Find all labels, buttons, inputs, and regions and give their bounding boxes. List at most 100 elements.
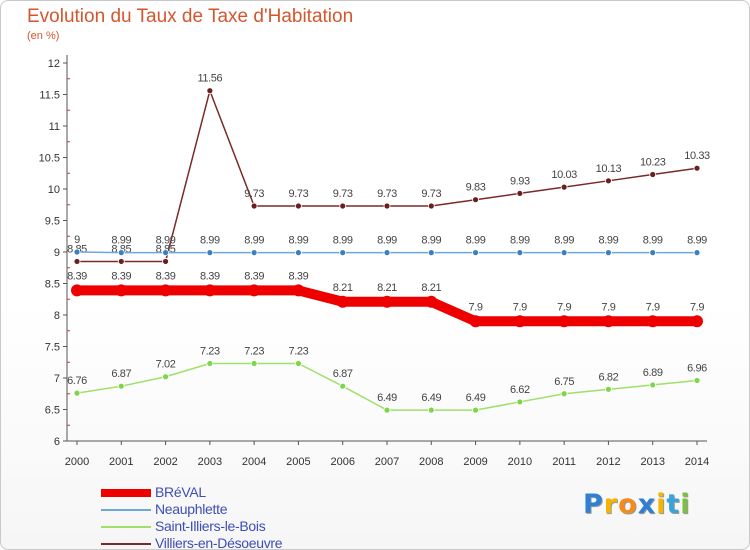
data-label: 8.39 (111, 270, 131, 282)
data-label: 8.99 (200, 235, 220, 247)
data-label: 9.73 (244, 188, 264, 200)
data-point (516, 398, 524, 406)
data-label: 8.39 (289, 270, 309, 282)
x-tick-label: 2003 (198, 456, 222, 468)
chart-legend: BRéVAL Neauphlette Saint-Illiers-le-Bois… (101, 484, 361, 549)
legend-swatch (101, 526, 151, 528)
data-point (560, 390, 568, 398)
data-point (472, 196, 479, 204)
data-point (115, 284, 128, 297)
x-tick-label: 2011 (552, 456, 576, 468)
x-tick-label: 2005 (286, 456, 310, 468)
data-point (427, 202, 435, 210)
y-tick-label: 10 (48, 184, 60, 196)
data-point (295, 360, 302, 367)
data-label: 8.99 (643, 235, 663, 247)
data-label: 6.87 (333, 368, 353, 380)
data-label: 9.83 (466, 182, 486, 194)
data-point (560, 249, 568, 257)
data-label: 6.96 (687, 363, 707, 375)
data-label: 8.99 (554, 235, 574, 247)
data-label: 8.21 (421, 282, 441, 294)
data-point (469, 315, 482, 328)
logo-letter: r (603, 489, 619, 520)
data-label: 7.9 (557, 301, 571, 313)
y-tick-label: 7.5 (45, 342, 60, 354)
data-label: 8.99 (377, 235, 397, 247)
data-point (339, 382, 347, 390)
y-tick-label: 12 (48, 58, 60, 70)
legend-swatch (101, 543, 151, 545)
data-point (646, 315, 659, 328)
data-label: 8.99 (111, 235, 131, 247)
data-label: 9.73 (421, 188, 441, 200)
data-label: 7.9 (601, 301, 615, 313)
data-label: 7.02 (156, 359, 176, 371)
data-point (560, 183, 568, 191)
data-label: 7.23 (200, 346, 220, 358)
data-label: 8.39 (200, 270, 220, 282)
data-point (295, 202, 302, 210)
data-label: 10.33 (684, 150, 710, 162)
data-label: 9.73 (289, 188, 309, 200)
data-label: 8.39 (67, 270, 87, 282)
data-point (159, 284, 172, 297)
data-label: 6.49 (466, 392, 486, 404)
x-tick-label: 2006 (330, 456, 354, 468)
data-label: 8.99 (421, 235, 441, 247)
data-point (162, 373, 169, 381)
data-point (693, 377, 701, 384)
data-point (162, 258, 169, 265)
x-tick-label: 2008 (419, 456, 443, 468)
data-point (558, 315, 571, 328)
logo-letter: x (637, 489, 657, 520)
data-label: 8.99 (244, 235, 264, 247)
logo-letter: i (656, 489, 667, 520)
logo-letter: P (583, 489, 604, 520)
data-point (381, 295, 393, 308)
legend-swatch (101, 509, 151, 511)
data-point (383, 406, 391, 414)
data-point (427, 249, 435, 257)
data-point (513, 315, 526, 328)
data-point (649, 249, 657, 257)
x-tick-label: 2001 (109, 456, 133, 468)
data-label: 7.23 (244, 346, 264, 358)
data-label: 6.82 (599, 371, 619, 383)
y-tick-label: 7 (54, 373, 60, 385)
data-label: 8.99 (466, 235, 486, 247)
data-label: 6.62 (510, 384, 530, 396)
y-tick-label: 8.5 (45, 279, 60, 291)
legend-label: Saint-Illiers-le-Bois (155, 518, 266, 534)
x-tick-label: 2007 (375, 456, 399, 468)
data-label: 6.49 (377, 392, 397, 404)
data-label: 7.9 (646, 301, 660, 313)
data-point (605, 249, 612, 257)
legend-item-saint-illiers: Saint-Illiers-le-Bois (101, 518, 361, 536)
data-point (516, 249, 524, 257)
data-point (73, 258, 81, 265)
data-point (339, 249, 347, 257)
y-tick-label: 9 (54, 247, 60, 259)
x-tick-label: 2013 (640, 456, 664, 468)
legend-item-villiers: Villiers-en-Désoeuvre (101, 535, 361, 549)
chart-subtitle: (en %) (27, 30, 60, 42)
y-tick-label: 8 (54, 310, 60, 322)
data-label: 8.99 (333, 235, 353, 247)
legend-item-neauphlette: Neauphlette (101, 501, 361, 519)
data-point (162, 249, 169, 257)
data-point (117, 249, 125, 257)
x-tick-label: 2002 (153, 456, 177, 468)
data-point (605, 177, 612, 185)
data-label: 8.99 (510, 235, 530, 247)
data-point (248, 284, 261, 297)
proxiti-logo: Proxiti (583, 489, 691, 520)
data-label: 9.73 (377, 188, 397, 200)
data-point (383, 249, 391, 257)
data-point (295, 249, 302, 257)
data-label: 9.73 (333, 188, 353, 200)
data-point (693, 164, 701, 172)
x-tick-label: 2000 (65, 456, 89, 468)
